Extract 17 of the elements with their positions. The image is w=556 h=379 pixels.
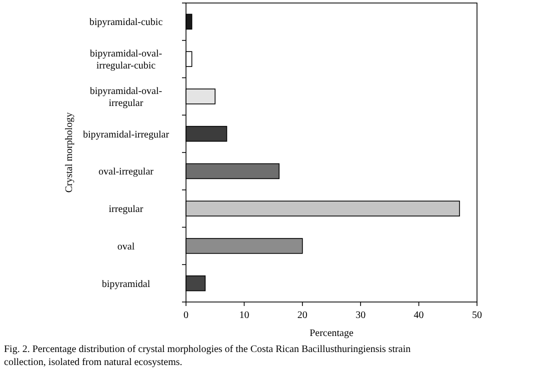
- x-tick-label: 10: [239, 310, 250, 321]
- x-tick-label: 50: [472, 310, 482, 321]
- x-tick-label: 20: [297, 310, 308, 321]
- y-axis-title: Crystal morphology: [64, 112, 75, 193]
- y-tick-label: bipyramidal-oval-irregular-cubic: [90, 48, 162, 72]
- x-tick-label: 0: [184, 310, 188, 321]
- y-tick-label: oval: [117, 241, 135, 252]
- y-tick-label: oval-irregular: [98, 166, 154, 178]
- x-axis-title: Percentage: [310, 328, 354, 339]
- y-tick-label: bipyramidal-oval-irregular: [90, 86, 162, 109]
- caption: Fig. 2. Percentage distribution of crystal morphologies of the Costa Rican Bacillusthuringiensis strain collection, isolated from natural ecosystems.: [4, 344, 411, 368]
- y-tick-label: bipyramidal-cubic: [89, 17, 164, 28]
- y-tick-label: irregular: [108, 204, 144, 216]
- y-tick-label: bipyramidal: [102, 278, 150, 290]
- y-tick-label: bipyramidal-irregular: [82, 129, 170, 140]
- x-tick-label: 40: [414, 310, 424, 321]
- x-tick-label: 30: [356, 310, 366, 321]
